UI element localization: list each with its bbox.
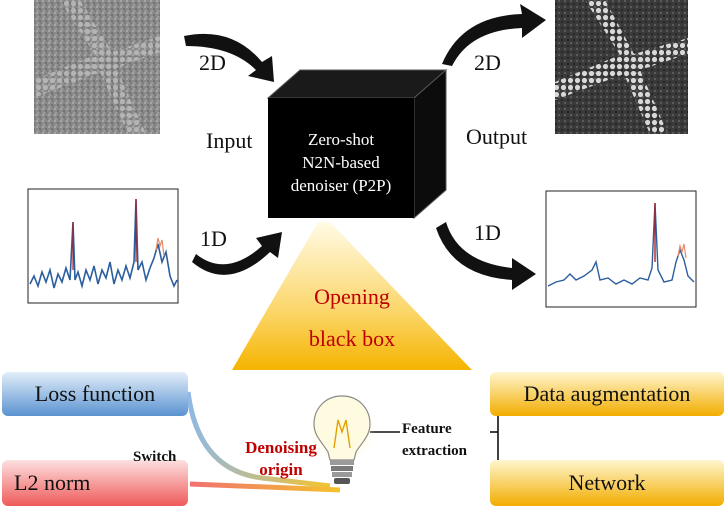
network-box: Network [490, 460, 724, 506]
cube-line-1: Zero-shot [307, 130, 375, 149]
spotlight-text: Opening black box [262, 284, 442, 352]
denoising-line-2: origin [259, 460, 303, 479]
cube-line-2: N2N-based [302, 153, 380, 172]
spotlight-line-1: Opening [314, 284, 390, 309]
flow-line-loss [185, 391, 331, 489]
cube-line-3: denoiser (P2P) [290, 176, 392, 195]
output-2d-image [555, 0, 688, 134]
network-label: Network [568, 470, 646, 495]
cube-text: Zero-shot N2N-based denoiser (P2P) [268, 128, 414, 197]
input-label: Input [206, 128, 253, 153]
black-box-cube [266, 68, 448, 220]
flow-line-l2 [189, 481, 341, 493]
spotlight-beam [232, 222, 472, 370]
output-1d-label: 1D [474, 220, 501, 245]
output-label: Output [466, 124, 528, 149]
curved-arrow-icon [192, 232, 282, 275]
loss-function-label: Loss function [34, 381, 156, 406]
output-2d-label: 2D [474, 50, 501, 75]
input-1d-spectrum [27, 188, 179, 304]
input-1d-label: 1D [200, 226, 227, 251]
l2-norm-box: L2 norm [2, 460, 188, 506]
data-augmentation-box: Data augmentation [490, 372, 724, 416]
switch-label: Switch [133, 449, 177, 465]
curved-arrow-icon [436, 222, 536, 290]
lightbulb-icon [308, 395, 376, 484]
spotlight-line-2: black box [308, 326, 396, 351]
feature-extraction-text: Feature extraction [402, 418, 494, 462]
curved-arrow-icon [184, 33, 274, 82]
curved-arrow-icon [442, 4, 546, 66]
l2-norm-label: L2 norm [14, 470, 91, 495]
denoising-origin-text: Denoising origin [236, 437, 326, 481]
feature-line-2: extraction [402, 443, 467, 459]
data-augmentation-label: Data augmentation [523, 381, 691, 406]
denoising-line-1: Denoising [245, 438, 317, 457]
output-1d-spectrum [545, 190, 697, 308]
loss-function-box: Loss function [2, 372, 188, 416]
input-2d-image [34, 0, 160, 134]
feature-line-1: Feature [402, 421, 452, 437]
input-2d-label: 2D [199, 50, 226, 75]
